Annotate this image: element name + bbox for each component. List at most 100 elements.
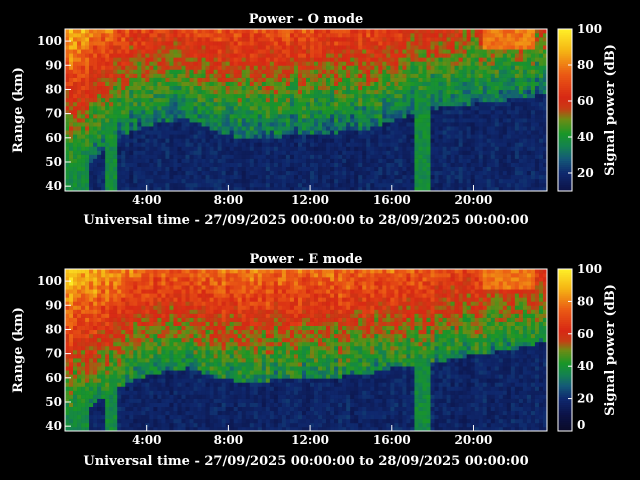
heatmap-cell — [522, 130, 528, 135]
heatmap-cell — [442, 65, 447, 70]
heatmap-cell — [209, 89, 214, 95]
heatmap-cell — [209, 158, 214, 163]
heatmap-cell — [69, 41, 74, 46]
heatmap-cell — [133, 93, 138, 99]
heatmap-cell — [362, 81, 367, 86]
heatmap-cell — [330, 61, 335, 66]
heatmap-cell — [422, 158, 427, 163]
heatmap-cell — [69, 97, 74, 103]
heatmap-cell — [233, 45, 239, 50]
heatmap-cell — [306, 69, 311, 74]
heatmap-cell — [281, 65, 287, 70]
heatmap-cell — [245, 162, 251, 167]
heatmap-cell — [494, 101, 500, 107]
heatmap-cell — [241, 73, 247, 78]
heatmap-cell — [490, 154, 496, 159]
heatmap-cell — [382, 29, 387, 34]
heatmap-cell — [510, 126, 516, 131]
heatmap-cell — [350, 166, 355, 172]
heatmap-cell — [502, 166, 508, 172]
heatmap-cell — [530, 81, 536, 86]
heatmap-cell — [422, 81, 427, 86]
heatmap-cell — [526, 146, 532, 151]
heatmap-cell — [342, 61, 347, 66]
heatmap-cell — [125, 170, 130, 176]
heatmap-cell — [273, 41, 279, 46]
heatmap-cell — [382, 53, 387, 58]
heatmap-cell — [89, 89, 94, 95]
heatmap-cell — [189, 37, 194, 42]
heatmap-cell — [285, 186, 291, 192]
heatmap-cell — [89, 69, 94, 74]
heatmap-cell — [221, 89, 226, 95]
heatmap-cell — [510, 158, 516, 163]
heatmap-cell — [342, 57, 347, 62]
heatmap-cell — [406, 150, 411, 155]
heatmap-cell — [201, 186, 206, 192]
heatmap-cell — [382, 49, 387, 54]
heatmap-cell — [526, 134, 532, 139]
heatmap-cell — [145, 122, 150, 127]
heatmap-cell — [109, 146, 114, 151]
heatmap-cell — [273, 146, 279, 151]
heatmap-cell — [65, 358, 70, 363]
heatmap-cell — [310, 37, 315, 42]
heatmap-cell — [386, 37, 391, 42]
heatmap-cell — [109, 77, 114, 82]
heatmap-cell — [354, 146, 359, 151]
heatmap-cell — [358, 49, 363, 54]
heatmap-cell — [514, 142, 520, 147]
heatmap-cell — [474, 61, 480, 66]
heatmap-cell — [69, 57, 74, 62]
heatmap-cell — [221, 146, 226, 151]
heatmap-cell — [334, 158, 339, 163]
heatmap-cell — [217, 110, 222, 115]
heatmap-cell — [285, 69, 291, 74]
heatmap-cell — [125, 89, 130, 95]
heatmap-cell — [450, 150, 455, 155]
heatmap-cell — [342, 174, 347, 180]
heatmap-cell — [273, 110, 279, 115]
heatmap-cell — [450, 170, 455, 176]
heatmap-cell — [297, 138, 303, 143]
heatmap-cell — [442, 146, 447, 151]
heatmap-cell — [394, 89, 399, 95]
heatmap-cell — [374, 170, 379, 176]
heatmap-cell — [121, 134, 126, 139]
heatmap-cell — [482, 170, 488, 176]
heatmap-cell — [209, 182, 214, 188]
heatmap-cell — [394, 61, 399, 66]
heatmap-cell — [241, 138, 247, 143]
heatmap-cell — [225, 122, 230, 127]
heatmap-cell — [265, 142, 271, 147]
heatmap-cell — [273, 65, 279, 70]
heatmap-cell — [297, 130, 303, 135]
heatmap-cell — [137, 45, 142, 50]
heatmap-cell — [346, 85, 351, 91]
heatmap-cell — [446, 77, 451, 82]
heatmap-cell — [458, 65, 463, 70]
heatmap-cell — [494, 97, 500, 103]
heatmap-cell — [281, 73, 287, 78]
heatmap-cell — [462, 138, 467, 143]
heatmap-cell — [189, 134, 194, 139]
heatmap-cell — [161, 118, 166, 123]
heatmap-cell — [73, 33, 78, 38]
heatmap-cell — [289, 93, 295, 99]
heatmap-cell — [117, 29, 122, 34]
heatmap-cell — [462, 150, 467, 155]
heatmap-cell — [165, 178, 170, 184]
heatmap-cell — [434, 45, 439, 50]
heatmap-cell — [458, 130, 463, 135]
heatmap-cell — [225, 110, 230, 115]
heatmap-cell — [354, 61, 359, 66]
heatmap-cell — [438, 77, 443, 82]
heatmap-cell — [494, 134, 500, 139]
heatmap-cell — [398, 101, 403, 107]
heatmap-cell — [145, 174, 150, 180]
heatmap-cell — [181, 105, 186, 111]
heatmap-cell — [366, 138, 371, 143]
heatmap-cell — [241, 77, 247, 82]
heatmap-cell — [213, 158, 218, 163]
heatmap-cell — [474, 174, 480, 180]
